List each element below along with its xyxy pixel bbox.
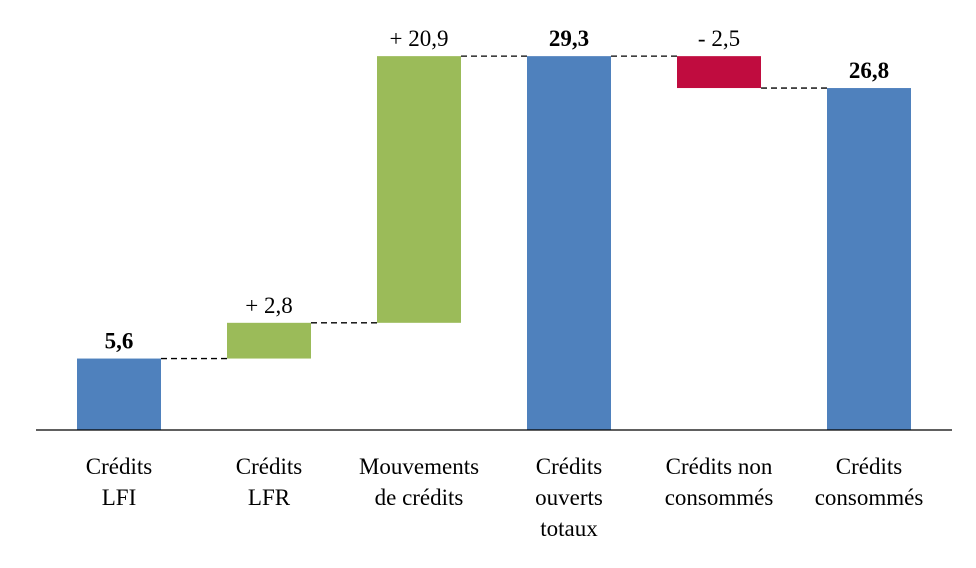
x-tick-label: Crédits LFI	[85, 454, 153, 510]
x-tick-label: Crédits LFR	[235, 454, 303, 510]
bar	[77, 358, 161, 430]
x-tick-label: Crédits ouverts totaux	[535, 454, 603, 541]
value-label: 29,3	[549, 26, 589, 51]
bar	[377, 56, 461, 323]
value-label: 26,8	[849, 58, 889, 83]
bar	[677, 56, 761, 89]
bar	[227, 322, 311, 359]
bar	[827, 88, 911, 431]
value-label: 5,6	[105, 329, 134, 354]
value-label: - 2,5	[698, 26, 740, 51]
value-label: + 20,9	[390, 26, 449, 51]
bar	[527, 56, 611, 431]
x-tick-label: Crédits non consommés	[664, 454, 774, 510]
x-tick-label: Crédits consommés	[814, 454, 924, 510]
x-tick-label: Mouvements de crédits	[358, 454, 480, 510]
value-label: + 2,8	[245, 293, 292, 318]
